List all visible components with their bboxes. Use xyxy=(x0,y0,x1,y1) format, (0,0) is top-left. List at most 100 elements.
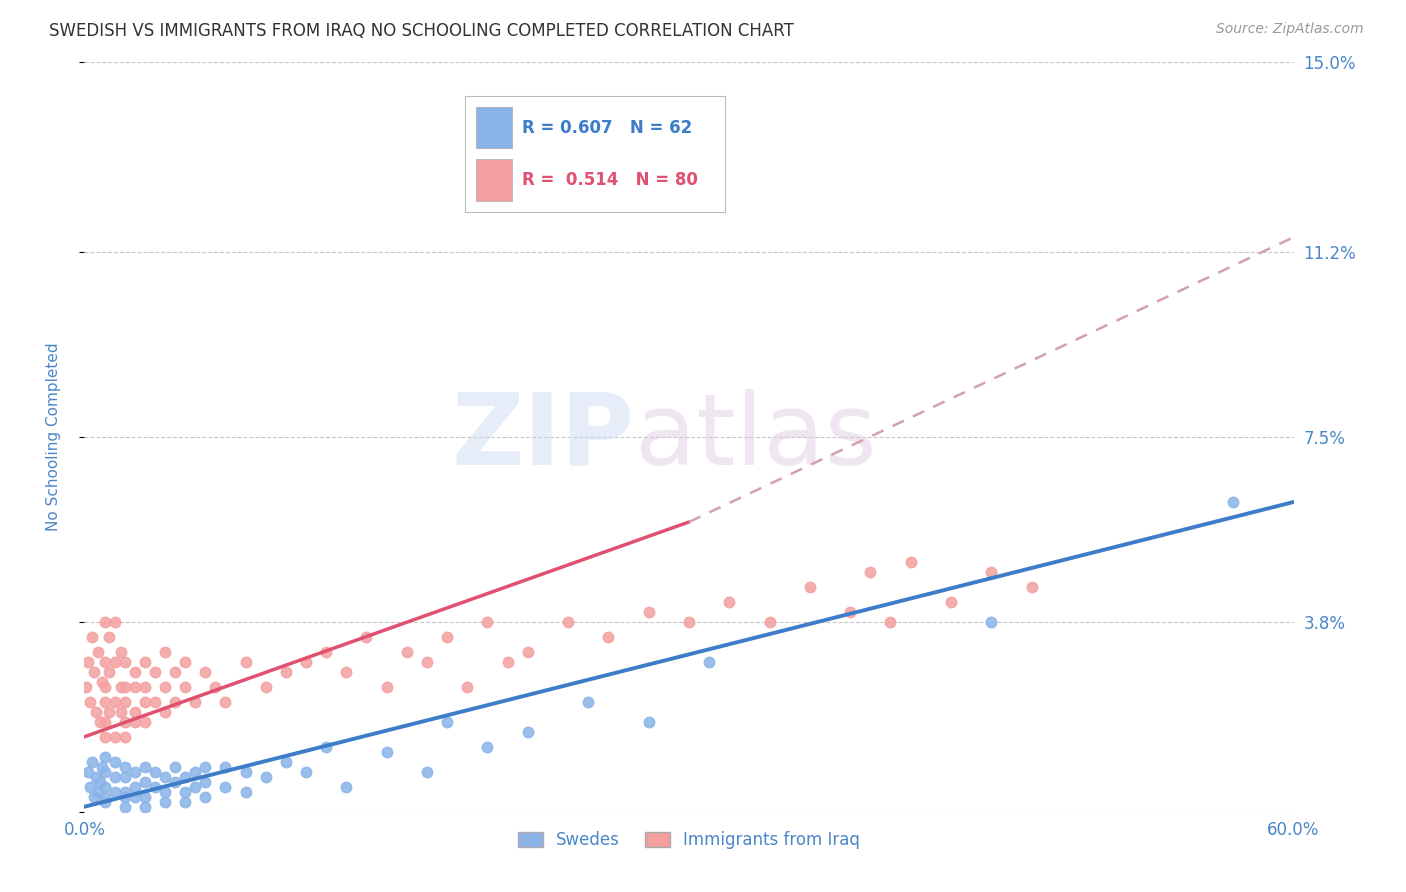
Point xyxy=(93,615,115,629)
Point xyxy=(91,674,114,689)
Point xyxy=(124,789,146,804)
Point xyxy=(124,665,146,679)
Point xyxy=(335,780,357,794)
Point xyxy=(235,655,257,669)
Point xyxy=(114,714,136,729)
Point xyxy=(93,764,115,779)
Point xyxy=(598,630,620,644)
Point xyxy=(416,764,439,779)
Point xyxy=(110,705,132,719)
Point xyxy=(87,785,110,799)
Point xyxy=(153,705,176,719)
Point xyxy=(143,764,166,779)
Point xyxy=(82,630,104,644)
Point xyxy=(980,615,1002,629)
Point xyxy=(678,615,700,629)
Point xyxy=(456,680,478,694)
Point xyxy=(75,680,97,694)
Point xyxy=(143,695,166,709)
Text: ZIP: ZIP xyxy=(451,389,634,485)
Point xyxy=(97,665,120,679)
Point xyxy=(165,774,187,789)
Point xyxy=(496,655,519,669)
Point xyxy=(516,724,538,739)
Point xyxy=(114,655,136,669)
Point xyxy=(295,764,318,779)
Point xyxy=(79,695,101,709)
Point xyxy=(235,764,257,779)
Point xyxy=(82,755,104,769)
Point xyxy=(153,770,176,784)
Point xyxy=(97,630,120,644)
Point xyxy=(174,655,197,669)
Point xyxy=(93,655,115,669)
Point xyxy=(174,680,197,694)
Point xyxy=(395,645,418,659)
Point xyxy=(416,655,439,669)
Point xyxy=(214,780,236,794)
Point xyxy=(939,595,962,609)
Point xyxy=(83,665,105,679)
Point xyxy=(93,695,115,709)
Point xyxy=(235,785,257,799)
Point xyxy=(576,695,599,709)
Point xyxy=(165,760,187,774)
Point xyxy=(93,749,115,764)
Text: atlas: atlas xyxy=(634,389,876,485)
Point xyxy=(134,760,156,774)
Point xyxy=(194,665,217,679)
Point xyxy=(477,615,499,629)
Point xyxy=(436,630,458,644)
Point xyxy=(134,789,156,804)
Point xyxy=(1222,495,1244,509)
Point xyxy=(124,764,146,779)
Point xyxy=(254,770,277,784)
Point xyxy=(295,655,318,669)
Point xyxy=(718,595,741,609)
Point xyxy=(153,645,176,659)
Point xyxy=(93,795,115,809)
Point xyxy=(637,605,659,619)
Point xyxy=(104,785,127,799)
Point xyxy=(315,645,337,659)
Point xyxy=(184,780,207,794)
Point xyxy=(274,755,297,769)
Point xyxy=(124,714,146,729)
Point xyxy=(93,714,115,729)
Point xyxy=(799,580,821,594)
Point xyxy=(194,789,217,804)
Point xyxy=(134,714,156,729)
Point xyxy=(134,695,156,709)
Legend: Swedes, Immigrants from Iraq: Swedes, Immigrants from Iraq xyxy=(510,824,868,855)
Point xyxy=(124,705,146,719)
Point xyxy=(174,785,197,799)
Point xyxy=(254,680,277,694)
Point xyxy=(153,785,176,799)
Point xyxy=(114,770,136,784)
Point xyxy=(83,789,105,804)
Point xyxy=(124,780,146,794)
Point xyxy=(859,565,882,579)
Point xyxy=(97,705,120,719)
Point xyxy=(194,760,217,774)
Point xyxy=(436,714,458,729)
Point xyxy=(143,780,166,794)
Point xyxy=(114,785,136,799)
Point xyxy=(86,705,108,719)
Point xyxy=(77,764,100,779)
Text: Source: ZipAtlas.com: Source: ZipAtlas.com xyxy=(1216,22,1364,37)
Point xyxy=(335,665,357,679)
Point xyxy=(110,680,132,694)
Point xyxy=(153,680,176,694)
Point xyxy=(356,630,378,644)
Point xyxy=(104,655,127,669)
Point xyxy=(104,755,127,769)
Point xyxy=(114,680,136,694)
Point xyxy=(204,680,226,694)
Point xyxy=(89,714,111,729)
Point xyxy=(879,615,901,629)
Point xyxy=(114,760,136,774)
Point xyxy=(214,695,236,709)
Point xyxy=(104,770,127,784)
Point xyxy=(93,789,115,804)
